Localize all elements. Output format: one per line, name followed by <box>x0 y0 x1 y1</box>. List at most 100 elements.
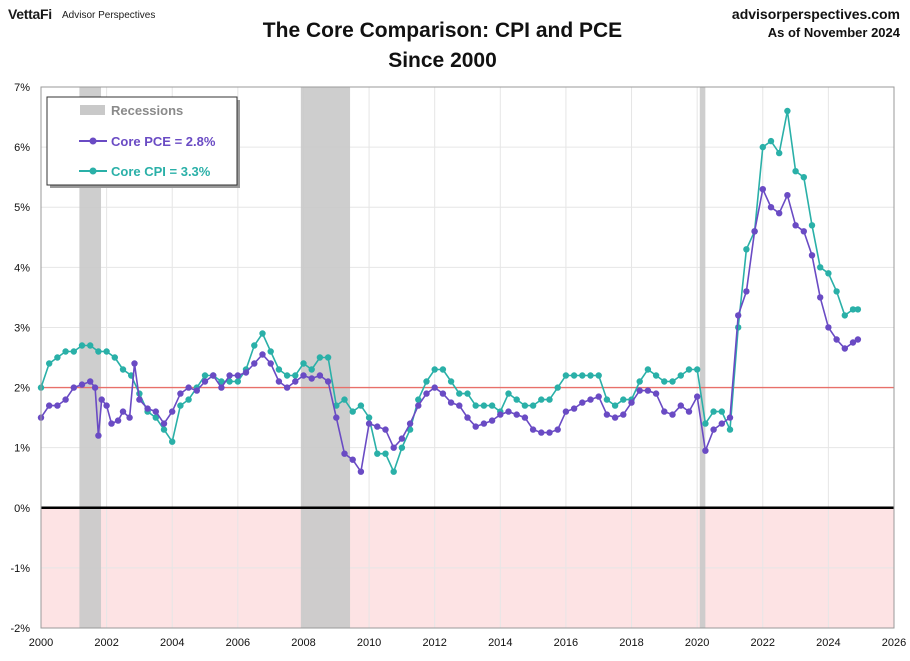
core-cpi-point <box>103 348 110 355</box>
core-pce-point <box>529 426 537 433</box>
x-tick-label: 2018 <box>619 637 643 649</box>
x-tick-label: 2004 <box>160 637 184 649</box>
core-pce-point <box>488 417 496 424</box>
core-pce-point <box>78 381 86 388</box>
x-tick-label: 2002 <box>94 637 118 649</box>
core-cpi-point <box>854 306 862 313</box>
core-pce-point <box>308 375 315 382</box>
core-pce-point <box>54 402 61 409</box>
core-cpi-point <box>685 366 693 373</box>
core-pce-point <box>579 399 586 406</box>
core-cpi-point <box>587 372 594 379</box>
chart-title-line-1: The Core Comparison: CPI and PCE <box>262 19 623 42</box>
core-pce-point <box>735 312 742 319</box>
core-cpi-point <box>488 402 496 409</box>
core-cpi-point <box>464 390 471 397</box>
core-cpi-point <box>595 372 602 379</box>
core-cpi-point <box>849 306 857 313</box>
chart-title: The Core Comparison: CPI and PCE Since 2… <box>215 16 670 76</box>
core-cpi-point <box>521 402 529 409</box>
core-pce-point <box>114 417 122 424</box>
core-pce-point <box>431 384 438 391</box>
core-cpi-point <box>800 174 807 181</box>
x-tick-label: 2012 <box>422 637 446 649</box>
core-pce-point <box>103 402 110 409</box>
core-pce-point <box>521 414 529 421</box>
core-cpi-point <box>185 396 192 403</box>
core-pce-point <box>267 360 274 367</box>
core-cpi-point <box>456 390 463 397</box>
core-pce-point <box>95 432 102 439</box>
core-cpi-point <box>661 378 668 385</box>
core-cpi-point <box>423 378 430 385</box>
core-pce-point <box>808 252 816 259</box>
core-cpi-point <box>669 378 676 385</box>
x-tick-label: 2008 <box>291 637 315 649</box>
core-pce-point <box>152 408 159 415</box>
core-cpi-point <box>611 402 619 409</box>
core-pce-point <box>587 396 594 403</box>
core-pce-point <box>743 288 750 295</box>
y-tick-label: 5% <box>14 202 30 214</box>
y-tick-label: 1% <box>14 443 30 455</box>
logo-subtitle: Advisor Perspectives <box>62 10 156 21</box>
core-cpi-point <box>702 420 709 427</box>
recession-band <box>79 87 102 628</box>
core-pce-point <box>776 210 783 217</box>
legend-marker-pce <box>89 137 97 145</box>
core-pce-point <box>841 345 848 352</box>
core-pce-point <box>131 360 138 367</box>
plot-border <box>40 86 895 629</box>
core-cpi-point <box>759 143 766 151</box>
core-cpi-point <box>743 246 750 253</box>
core-cpi-point <box>119 366 127 373</box>
x-tick-label: 2026 <box>882 637 906 649</box>
core-pce-point <box>472 423 479 430</box>
core-pce-point <box>210 372 217 379</box>
x-tick-label: 2010 <box>357 637 381 649</box>
core-pce-point <box>759 186 766 193</box>
core-pce-point <box>398 435 406 442</box>
core-pce-point <box>415 402 422 409</box>
core-cpi-point <box>365 414 373 421</box>
core-cpi-point <box>390 468 397 475</box>
core-cpi-point <box>267 348 274 355</box>
core-cpi-point <box>480 402 488 409</box>
core-cpi-point <box>546 396 553 403</box>
core-pce-point <box>694 393 701 400</box>
core-cpi-point <box>46 360 53 367</box>
core-cpi-point <box>652 372 660 379</box>
core-pce-point <box>292 378 299 385</box>
legend-label-recessions: Recessions <box>111 103 183 118</box>
core-cpi-point <box>316 354 324 361</box>
core-cpi-point <box>275 366 283 373</box>
y-tick-label: -1% <box>10 563 30 575</box>
core-cpi-point <box>538 396 545 403</box>
x-tick-label: 2022 <box>751 637 775 649</box>
core-cpi-point <box>570 372 578 379</box>
core-pce-point <box>702 447 709 454</box>
core-pce-point <box>710 426 717 433</box>
core-pce-point <box>726 414 734 421</box>
core-pce-point <box>854 336 862 343</box>
core-pce-point <box>242 369 250 376</box>
core-pce-point <box>144 405 151 412</box>
legend-marker-cpi <box>89 167 97 175</box>
core-pce-point <box>234 372 241 379</box>
y-tick-label: 3% <box>14 322 30 334</box>
core-pce-point <box>300 372 307 379</box>
core-pce-point <box>800 228 807 235</box>
x-tick-label: 2006 <box>226 637 250 649</box>
core-pce-point <box>611 414 619 421</box>
core-cpi-point <box>579 372 586 379</box>
core-cpi-point <box>636 378 643 385</box>
core-cpi-point <box>251 342 258 349</box>
core-cpi-point <box>472 402 479 409</box>
vettafi-logo: VettaFi <box>8 6 52 22</box>
core-cpi-point <box>784 107 791 115</box>
core-pce-point <box>718 420 725 427</box>
core-cpi-point <box>70 348 78 355</box>
core-cpi-point <box>808 222 816 229</box>
core-pce-point <box>185 384 192 391</box>
core-pce-point <box>98 396 105 403</box>
